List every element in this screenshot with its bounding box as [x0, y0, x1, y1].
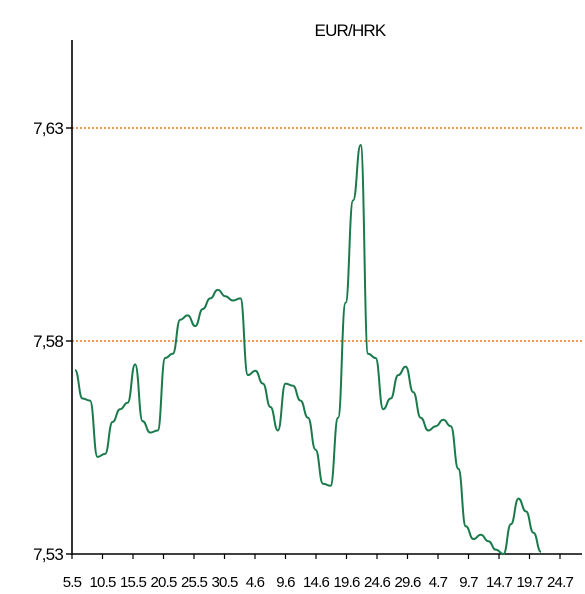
- axes: [71, 40, 582, 555]
- series-group: [74, 144, 542, 555]
- y-tick-label: 7,58: [33, 332, 63, 351]
- x-tick-label: 19.6: [334, 574, 360, 591]
- x-tick-label: 10.5: [90, 574, 116, 591]
- chart-title: EUR/HRK: [315, 21, 387, 40]
- y-axis-tick-labels: 7,53 7,58 7,63: [33, 119, 72, 564]
- x-tick-label: 9.6: [276, 574, 295, 591]
- x-axis-tick-labels: 5.5 10.5 15.5 20.5 25.5 30.5 4.6 9.6 14.6 19.6 24.…: [63, 554, 574, 591]
- x-tick-label: 14.6: [303, 574, 329, 591]
- x-tick-label: 30.5: [212, 574, 238, 591]
- x-tick-label: 24.6: [364, 574, 390, 591]
- x-tick-label: 29.6: [395, 574, 421, 591]
- x-tick-label: 9.7: [459, 574, 478, 591]
- y-tick-label: 7,53: [33, 545, 63, 564]
- x-tick-label: 20.5: [151, 574, 177, 591]
- series-line: [74, 144, 542, 555]
- x-tick-label: 4.7: [429, 574, 448, 591]
- x-tick-label: 25.5: [181, 574, 207, 591]
- gridlines: [72, 127, 582, 342]
- x-tick-label: 15.5: [120, 574, 146, 591]
- x-tick-label: 14.7: [486, 574, 512, 591]
- x-tick-label: 24.7: [547, 574, 573, 591]
- y-tick-label: 7,63: [33, 119, 63, 138]
- x-tick-label: 4.6: [246, 574, 265, 591]
- x-tick-label: 5.5: [63, 574, 82, 591]
- x-tick-label: 19.7: [517, 574, 543, 591]
